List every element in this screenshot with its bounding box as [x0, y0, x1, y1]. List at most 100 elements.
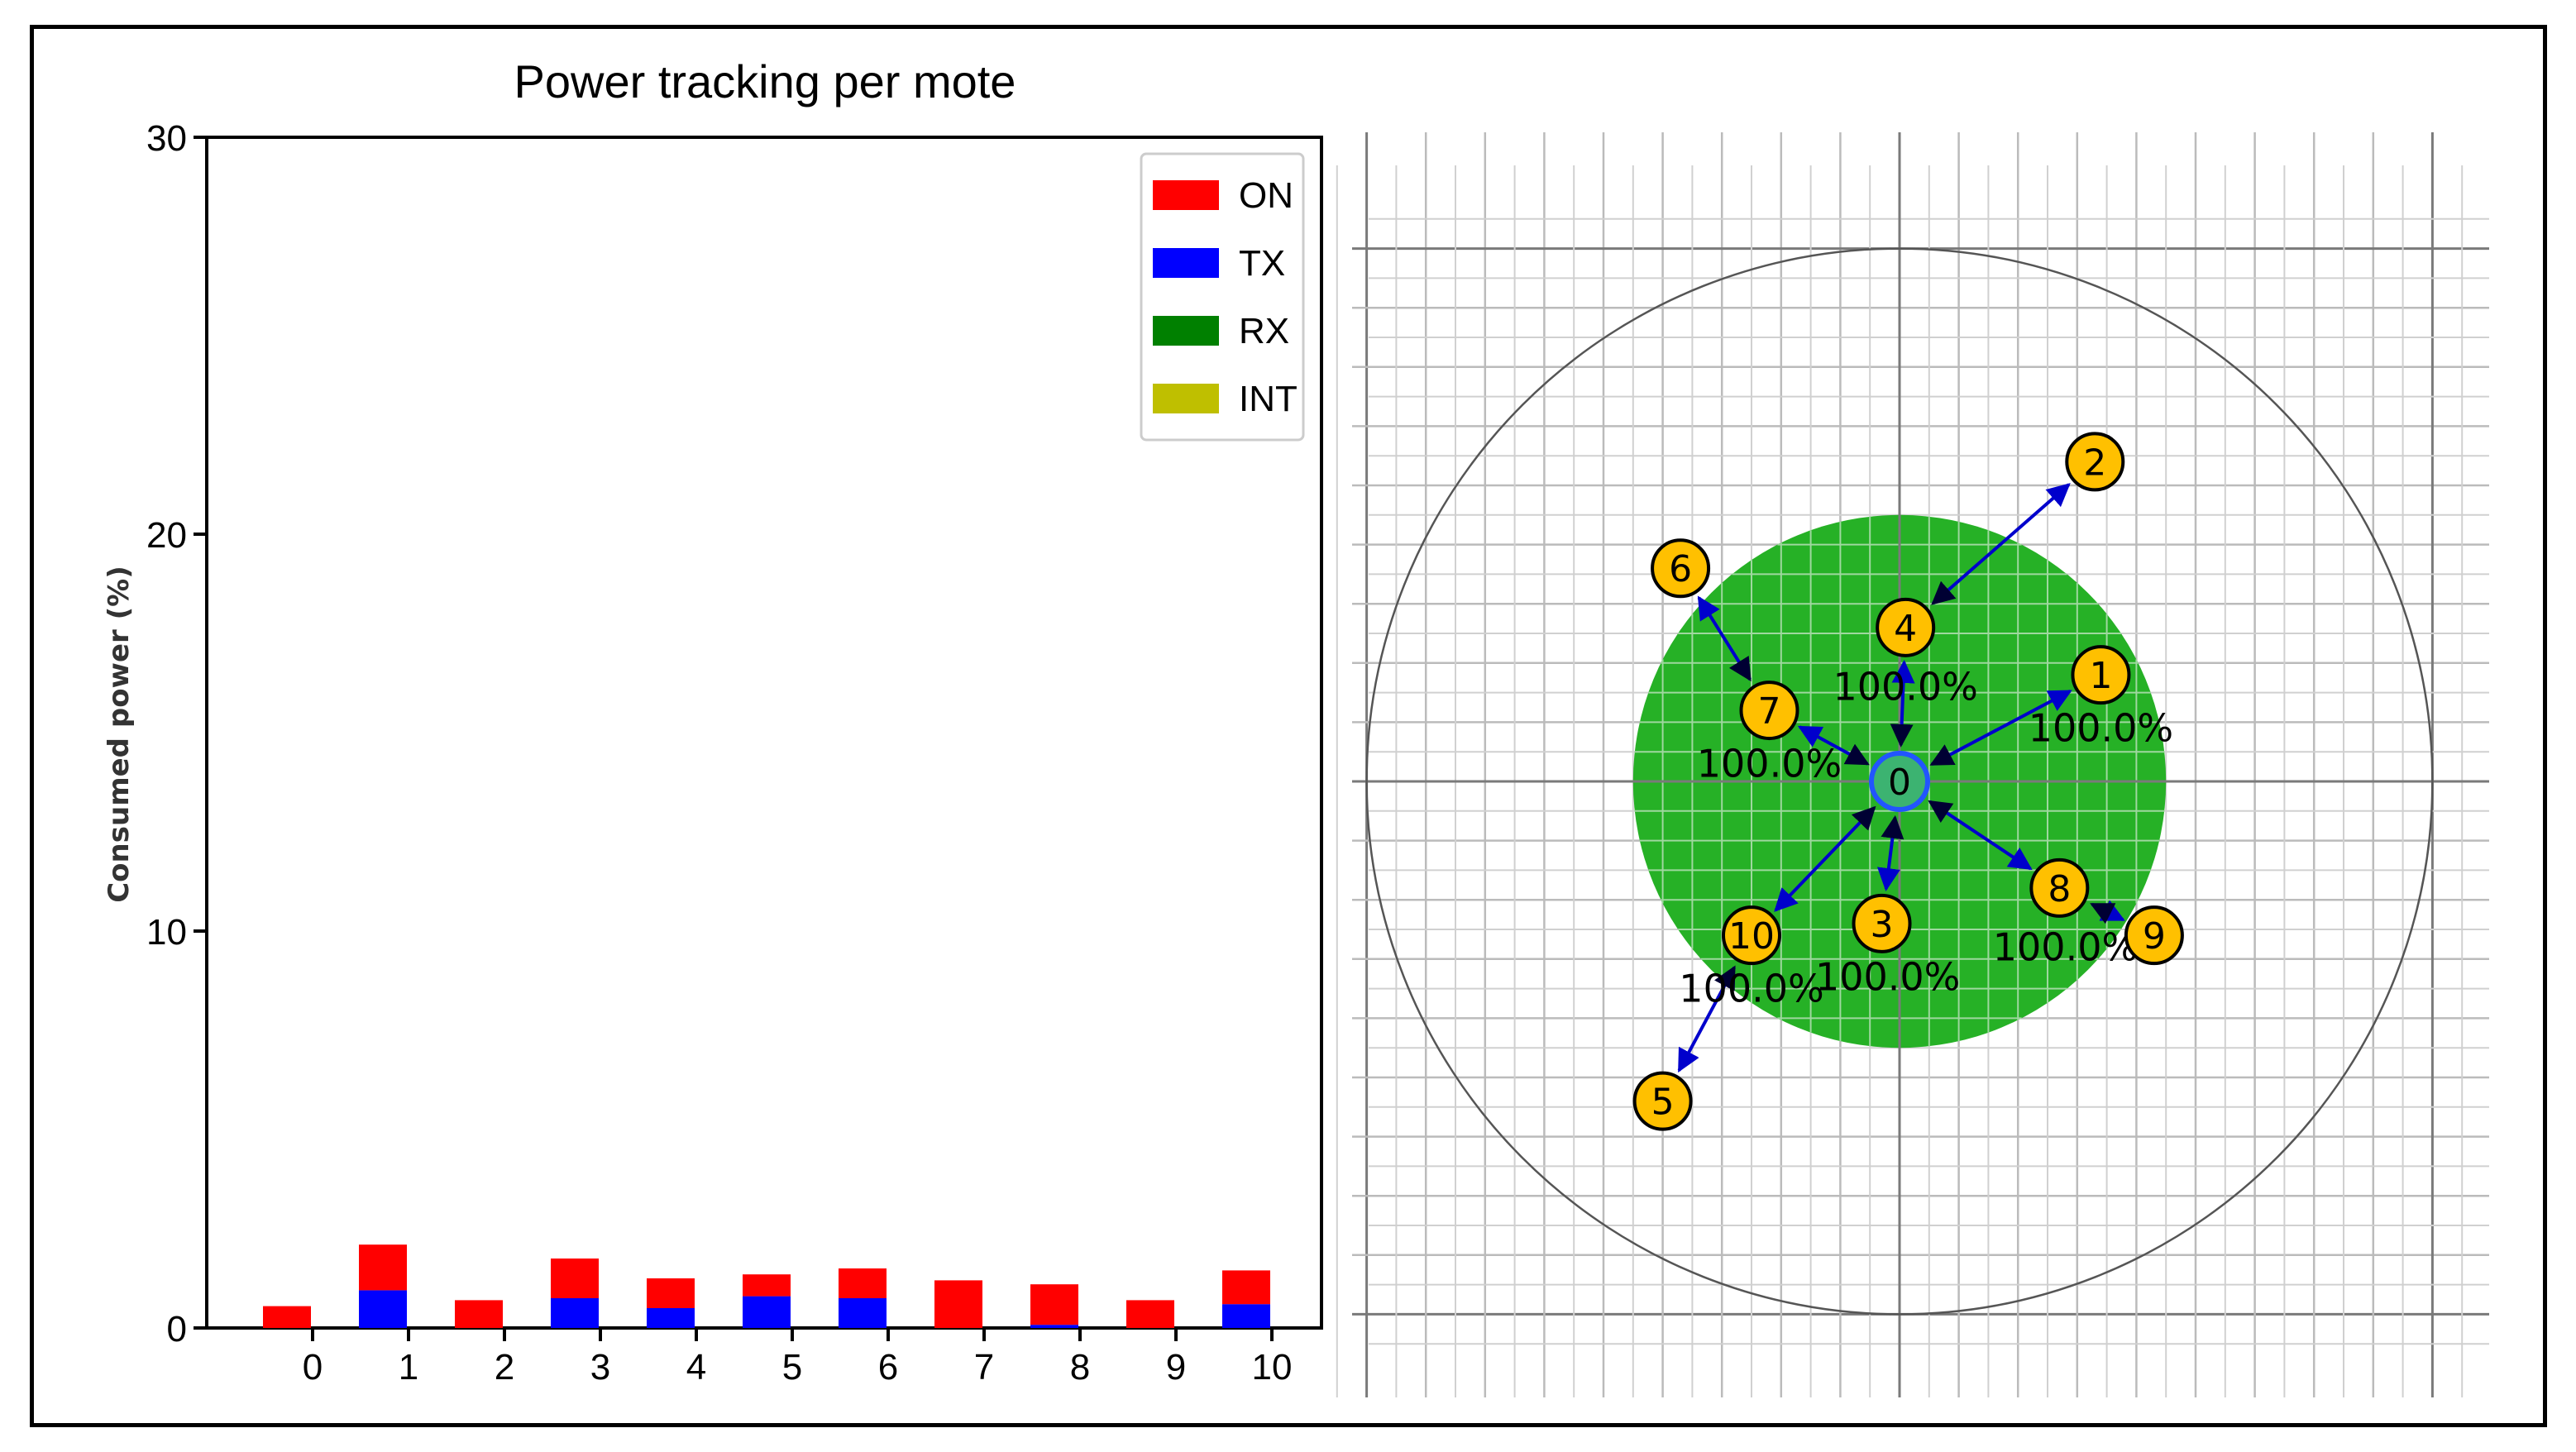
node-10[interactable]: 10 — [1722, 905, 1781, 966]
link-3-0 — [1876, 814, 1905, 891]
x-tick-label: 3 — [590, 1347, 610, 1388]
bar-on-0 — [263, 1306, 311, 1328]
legend-label-on: ON — [1239, 175, 1293, 216]
range-circle — [1365, 247, 2434, 1316]
node-label: 4 — [1894, 608, 1917, 650]
node-5[interactable]: 5 — [1632, 1071, 1693, 1131]
y-tick-label: 10 — [146, 912, 187, 953]
pdr-labels: 100.0%100.0%100.0%100.0%100.0%100.0% — [1679, 664, 2173, 1010]
node-8[interactable]: 8 — [2029, 857, 2090, 918]
y-axis-label: Consumed power (%) — [103, 566, 136, 903]
legend-swatch-tx — [1153, 248, 1219, 278]
node-circle — [2029, 857, 2090, 918]
legend-swatch-rx — [1153, 316, 1219, 346]
power-bar-chart: Power tracking per mote 0 10 20 30 0 1 2 3 4 5 6 7… — [103, 55, 1323, 1388]
y-axis: 0 10 20 30 — [146, 118, 207, 1349]
bar-tx-4 — [647, 1308, 695, 1328]
legend-swatch-on — [1153, 180, 1219, 210]
pdr-label: 100.0% — [1833, 664, 1977, 709]
node-6[interactable]: 6 — [1651, 538, 1711, 599]
bar-tx-8 — [1030, 1325, 1078, 1328]
node-circle — [1651, 538, 1711, 599]
x-tick-label: 2 — [495, 1347, 514, 1388]
node-1[interactable]: 1 — [2071, 645, 2131, 705]
legend-label-int: INT — [1239, 379, 1298, 419]
link-6-7 — [1697, 595, 1752, 682]
bar-tx-10 — [1222, 1304, 1270, 1328]
legend: ON TX RX INT — [1140, 152, 1305, 442]
x-axis: 0 1 2 3 4 5 6 7 8 9 10 — [303, 1328, 1292, 1388]
link-4-0 — [1890, 660, 1915, 747]
nodes: 0 1 2 3 4 5 6 7 8 9 10 — [1632, 432, 2184, 1131]
node-circle — [2065, 432, 2125, 492]
pdr-label: 100.0% — [1815, 954, 1960, 999]
node-circle — [1869, 751, 1930, 812]
node-4[interactable]: 4 — [1876, 597, 1936, 657]
x-tick-label: 6 — [878, 1347, 898, 1388]
x-tick-label: 4 — [686, 1347, 706, 1388]
node-3[interactable]: 3 — [1852, 893, 1912, 953]
legend-box — [1140, 152, 1305, 442]
chart-title: Power tracking per mote — [514, 55, 1016, 107]
bar-tx-1 — [359, 1290, 407, 1328]
bar-on-10 — [1222, 1270, 1270, 1305]
bar-on-9 — [1126, 1300, 1174, 1328]
node-label: 6 — [1669, 548, 1692, 590]
node-label: 2 — [2083, 442, 2106, 484]
pdr-label: 100.0% — [1679, 967, 1823, 1011]
bar-on-2 — [455, 1300, 503, 1328]
node-circle — [1876, 597, 1936, 657]
legend-swatch-int — [1153, 384, 1219, 413]
y-tick-label: 0 — [167, 1309, 187, 1349]
node-label: 0 — [1888, 762, 1911, 804]
bar-on-7 — [934, 1280, 982, 1328]
links — [1677, 483, 2125, 1073]
bar-on-3 — [551, 1259, 599, 1298]
network-topology: 100.0%100.0%100.0%100.0%100.0%100.0% 012… — [1336, 132, 2489, 1397]
link-1-0 — [1929, 690, 2072, 767]
node-circle — [1739, 681, 1799, 741]
x-tick-label: 7 — [974, 1347, 994, 1388]
link-2-4 — [1931, 483, 2071, 605]
link-5-10 — [1677, 965, 1736, 1073]
node-label: 10 — [1728, 915, 1775, 958]
node-9[interactable]: 9 — [2124, 905, 2184, 966]
x-tick-label: 0 — [303, 1347, 323, 1388]
x-tick-label: 1 — [399, 1347, 418, 1388]
link-10-0 — [1774, 805, 1876, 912]
plot-area — [205, 136, 1323, 1330]
node-circle — [2071, 645, 2131, 705]
node-label: 9 — [2143, 915, 2166, 958]
x-tick-label: 9 — [1166, 1347, 1186, 1388]
node-circle — [2124, 905, 2184, 966]
link-7-0 — [1797, 725, 1870, 766]
node-label: 1 — [2089, 655, 2112, 697]
bar-tx-6 — [839, 1298, 887, 1328]
pdr-label: 100.0% — [1697, 742, 1842, 786]
node-label: 8 — [2048, 868, 2071, 910]
y-tick-label: 20 — [146, 515, 187, 556]
link-9-8 — [2090, 900, 2125, 924]
bar-series — [263, 1244, 1270, 1328]
node-circle — [1632, 1071, 1693, 1131]
node-label: 5 — [1651, 1082, 1675, 1124]
node-label: 3 — [1871, 904, 1894, 946]
bar-tx-3 — [551, 1298, 599, 1328]
y-tick-label: 30 — [146, 118, 187, 159]
node-7[interactable]: 7 — [1739, 681, 1799, 741]
bar-tx-5 — [743, 1296, 791, 1328]
x-tick-label: 8 — [1070, 1347, 1090, 1388]
node-2[interactable]: 2 — [2065, 432, 2125, 492]
legend-label-tx: TX — [1239, 243, 1285, 284]
node-0[interactable]: 0 — [1869, 751, 1930, 812]
pdr-label: 100.0% — [2029, 706, 2173, 751]
x-tick-label: 5 — [782, 1347, 802, 1388]
bar-on-5 — [743, 1274, 791, 1297]
node-circle — [1722, 905, 1781, 966]
pdr-label: 100.0% — [1993, 924, 2138, 969]
bar-on-6 — [839, 1268, 887, 1298]
bar-on-1 — [359, 1244, 407, 1291]
legend-label-rx: RX — [1239, 311, 1289, 351]
bar-on-4 — [647, 1278, 695, 1308]
